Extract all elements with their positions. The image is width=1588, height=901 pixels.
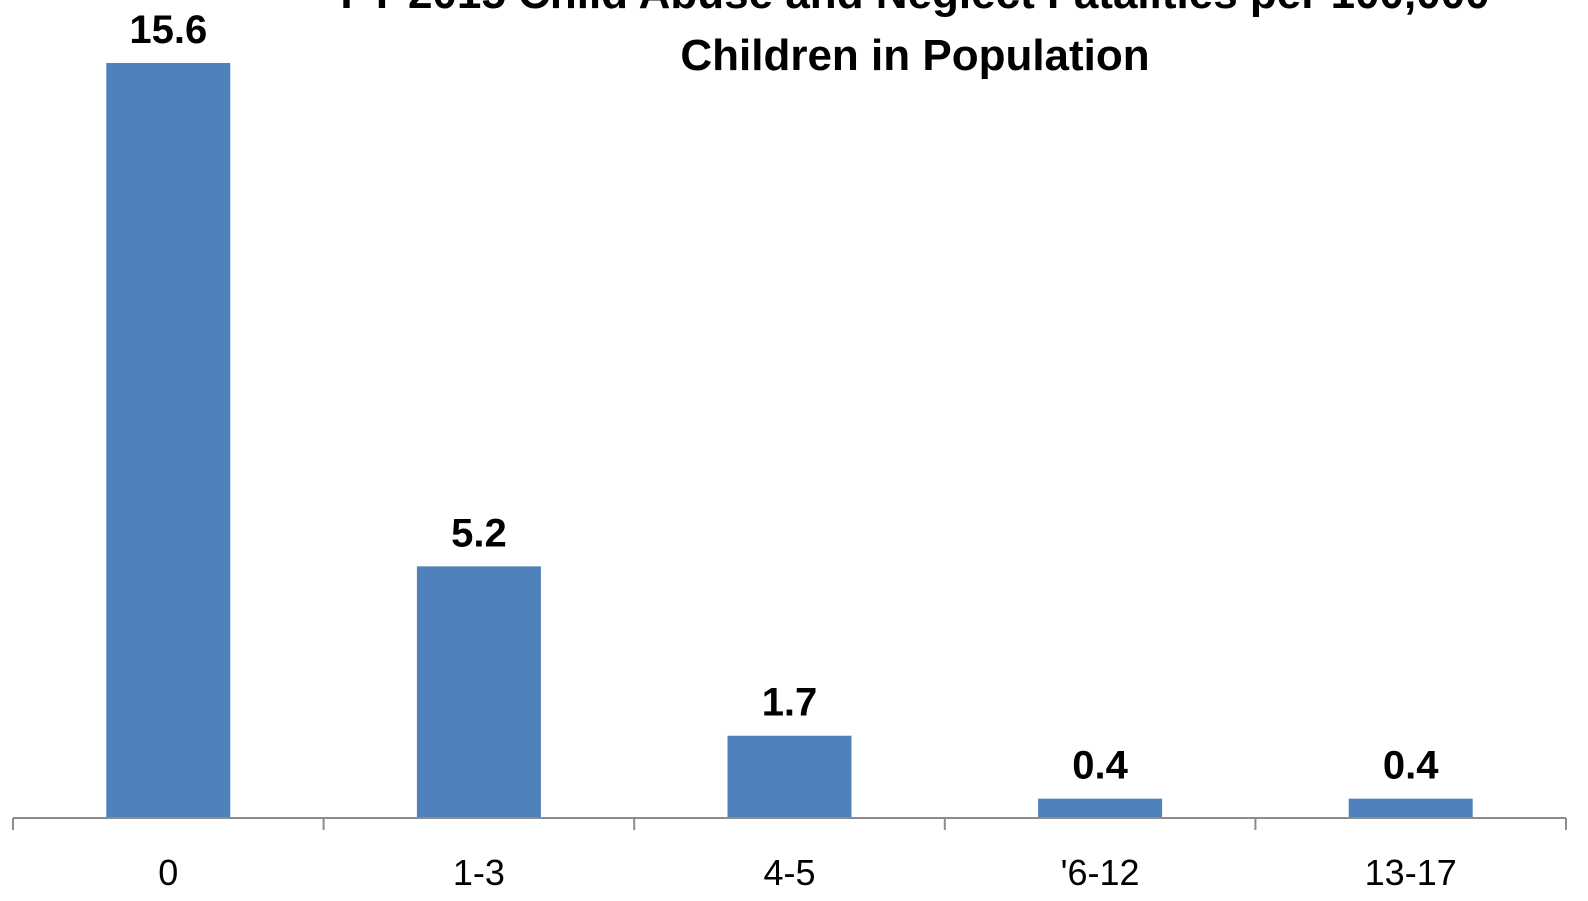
- data-label-3: 0.4: [1072, 744, 1128, 788]
- x-tick-label-0: 0: [158, 852, 178, 893]
- chart-title: FY 2015 Child Abuse and Neglect Fataliti…: [340, 0, 1489, 80]
- bar-1: [416, 566, 541, 818]
- chart-title-line-2: Children in Population: [680, 31, 1149, 80]
- data-label-1: 5.2: [451, 511, 507, 555]
- data-label-4: 0.4: [1383, 744, 1439, 788]
- x-tick-label-2: 4-5: [763, 852, 815, 893]
- x-tick-label-3: '6-12: [1061, 852, 1140, 893]
- x-tick-labels: 0 1-3 4-5 '6-12 13-17: [158, 852, 1456, 893]
- bar-0: [106, 63, 231, 818]
- bar-3: [1038, 798, 1163, 818]
- bar-2: [727, 735, 852, 818]
- x-axis: [12, 817, 1567, 830]
- bar-series: [106, 63, 1473, 818]
- data-label-2: 1.7: [762, 681, 818, 725]
- chart-title-line-1: FY 2015 Child Abuse and Neglect Fataliti…: [340, 0, 1489, 18]
- x-tick-label-1: 1-3: [453, 852, 505, 893]
- data-label-0: 15.6: [129, 8, 207, 52]
- bar-4: [1348, 798, 1473, 818]
- data-labels: 15.6 5.2 1.7 0.4 0.4: [129, 8, 1439, 788]
- x-tick-label-4: 13-17: [1365, 852, 1457, 893]
